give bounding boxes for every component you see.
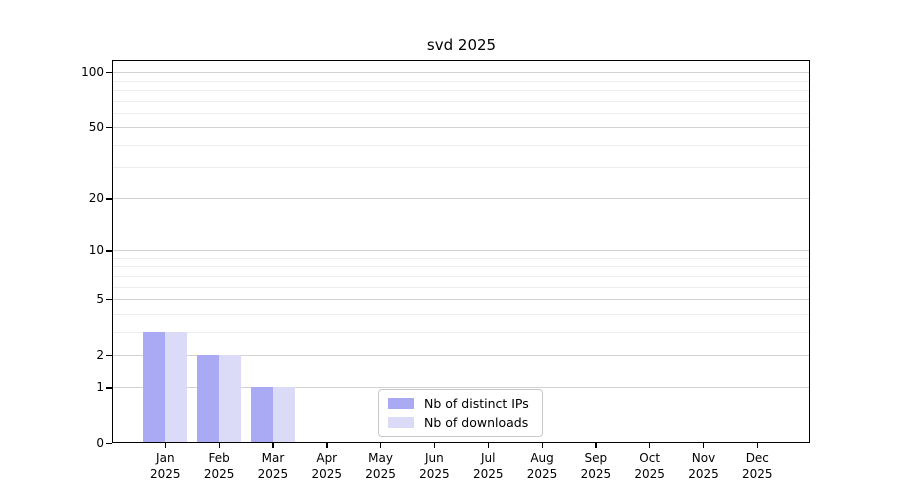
x-tick-label-feb: Feb 2025 (203, 451, 235, 481)
x-tick-may (380, 443, 382, 448)
major-gridline-50 (113, 127, 810, 129)
x-tick-label-apr: Apr 2025 (311, 451, 343, 481)
x-tick-feb (218, 443, 220, 448)
x-tick-label-oct: Oct 2025 (634, 451, 665, 481)
legend-label-downloads: Nb of downloads (424, 415, 529, 430)
minor-gridline-6 (113, 286, 810, 288)
x-tick-mar (272, 443, 274, 448)
x-tick-jan (164, 443, 167, 448)
x-tick-dec (756, 443, 759, 448)
bar-nb-of-distinct-ips-jan (143, 331, 166, 443)
minor-gridline-90 (113, 80, 810, 82)
minor-gridline-8 (113, 266, 810, 268)
y-tick-5 (106, 299, 112, 301)
x-tick-oct (649, 443, 651, 448)
legend-swatch-downloads (388, 417, 414, 428)
x-tick-aug (541, 443, 543, 448)
minor-gridline-3 (113, 331, 810, 333)
bar-nb-of-distinct-ips-feb (197, 354, 220, 443)
x-tick-label-dec: Dec 2025 (742, 451, 773, 481)
y-tick-label-20: 20 (88, 191, 104, 206)
major-gridline-100 (113, 72, 810, 74)
x-tick-label-aug: Aug 2025 (526, 451, 558, 481)
y-tick-label-10: 10 (88, 243, 104, 258)
y-tick-100 (106, 72, 112, 74)
minor-gridline-70 (113, 100, 810, 102)
y-tick-0 (106, 443, 112, 445)
legend-item-downloads: Nb of downloads (388, 415, 542, 430)
x-tick-jul (487, 443, 490, 448)
y-tick-label-100: 100 (81, 65, 104, 80)
bar-nb-of-distinct-ips-mar (250, 387, 273, 443)
minor-gridline-40 (113, 144, 810, 146)
x-tick-jun (433, 443, 436, 448)
minor-gridline-9 (113, 258, 810, 259)
major-gridline-10 (113, 250, 810, 252)
bar-nb-of-downloads-feb (219, 354, 242, 443)
x-tick-label-jan: Jan 2025 (150, 451, 181, 481)
y-tick-20 (106, 198, 112, 200)
y-tick-1 (106, 387, 112, 389)
x-tick-label-jul: Jul 2025 (472, 451, 504, 481)
minor-gridline-80 (113, 89, 810, 91)
minor-gridline-7 (113, 275, 810, 277)
x-tick-label-may: May 2025 (365, 451, 396, 481)
legend: Nb of distinct IPs Nb of downloads (378, 389, 543, 437)
y-tick-label-5: 5 (96, 292, 104, 307)
x-tick-apr (326, 443, 328, 448)
x-tick-label-mar: Mar 2025 (257, 451, 289, 481)
y-tick-10 (106, 250, 112, 252)
x-tick-label-jun: Jun 2025 (419, 451, 450, 481)
chart-title: svd 2025 (426, 36, 497, 54)
x-tick-sep (595, 443, 597, 448)
minor-gridline-4 (113, 313, 810, 315)
legend-swatch-distinct-ips (388, 398, 414, 409)
y-tick-label-0: 0 (96, 436, 104, 450)
x-tick-label-sep: Sep 2025 (580, 451, 612, 481)
y-tick-label-2: 2 (96, 347, 104, 362)
legend-item-distinct-ips: Nb of distinct IPs (388, 396, 542, 411)
legend-label-distinct-ips: Nb of distinct IPs (424, 396, 529, 411)
x-tick-nov (703, 443, 705, 448)
minor-gridline-60 (113, 112, 810, 114)
y-tick-label-50: 50 (88, 120, 104, 135)
y-tick-50 (106, 127, 112, 129)
x-tick-label-nov: Nov 2025 (688, 451, 719, 481)
y-tick-2 (106, 354, 112, 357)
plot-area (113, 61, 810, 443)
bar-nb-of-downloads-mar (272, 387, 295, 443)
major-gridline-1 (113, 387, 810, 389)
major-gridline-20 (113, 198, 810, 200)
minor-gridline-30 (113, 167, 810, 169)
major-gridline-5 (113, 299, 810, 301)
bar-nb-of-downloads-jan (165, 331, 188, 443)
major-gridline-2 (113, 354, 810, 356)
y-tick-label-1: 1 (96, 380, 104, 395)
